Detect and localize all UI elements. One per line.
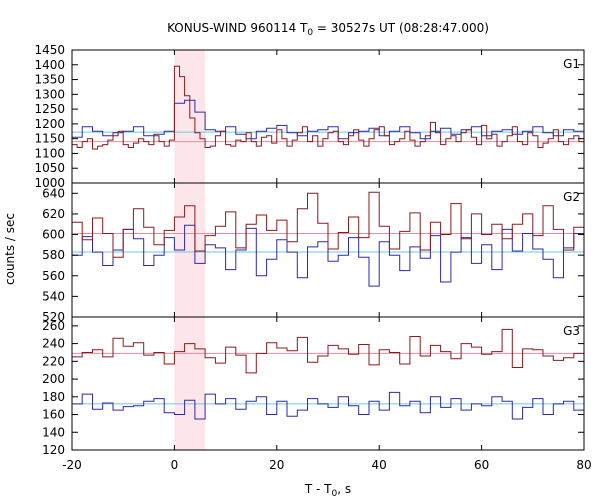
x-axis-label: T - T0, s [304, 482, 351, 499]
x-axis-label-subscript: 0 [332, 489, 338, 499]
y-tick-label: 120 [42, 443, 65, 457]
panel-g3 [72, 328, 584, 420]
chart-title-rest: = 30527s UT (08:28:47.000) [313, 21, 489, 35]
series-red-g3 [72, 328, 584, 374]
series-blue-g2 [72, 224, 584, 287]
y-tick-label: 1300 [34, 87, 65, 101]
y-tick-label: 540 [42, 289, 65, 303]
x-tick-label: 80 [576, 458, 591, 472]
panel-g2 [72, 191, 584, 287]
y-tick-label: 1450 [34, 43, 65, 57]
y-tick-label: 600 [42, 228, 65, 242]
chart-title: KONUS-WIND 960114 T0 = 30527s UT (08:28:… [167, 21, 489, 38]
y-tick-label: 240 [42, 337, 65, 351]
y-tick-label: 140 [42, 425, 65, 439]
y-tick-label: 620 [42, 207, 65, 221]
y-tick-label: 160 [42, 408, 65, 422]
x-tick-label: 60 [474, 458, 489, 472]
y-tick-label: 260 [42, 319, 65, 333]
panel-frame-g1 [71, 49, 585, 184]
series-red-g1 [72, 65, 584, 150]
y-tick-label: 200 [42, 372, 65, 386]
axes-layer: 1000105011001150120012501300135014001450… [34, 43, 591, 472]
panel-frame-g3 [71, 316, 585, 451]
y-tick-label: 220 [42, 354, 65, 368]
x-tick-label: 40 [372, 458, 387, 472]
y-tick-label: 1350 [34, 73, 65, 87]
x-axis-label-main: T - T [304, 482, 332, 496]
x-tick-label: 0 [171, 458, 179, 472]
y-tick-label: 1200 [34, 117, 65, 131]
y-tick-label: 560 [42, 269, 65, 283]
y-tick-label: 1000 [34, 176, 65, 190]
y-tick-label: 1150 [34, 132, 65, 146]
chart-title-main: KONUS-WIND 960114 T [167, 21, 308, 35]
x-tick-label: -20 [62, 458, 82, 472]
chart-title-subscript: 0 [307, 28, 313, 38]
y-tick-label: 1050 [34, 161, 65, 175]
y-tick-label: 1250 [34, 102, 65, 116]
y-tick-label: 1400 [34, 58, 65, 72]
y-tick-label: 640 [42, 186, 65, 200]
panel-g1 [72, 65, 584, 150]
panels-layer [72, 65, 584, 420]
y-tick-label: 580 [42, 248, 65, 262]
y-axis-label: counts / sec [3, 213, 17, 285]
series-red-g2 [72, 191, 584, 258]
y-tick-label: 520 [42, 310, 65, 324]
y-tick-label: 180 [42, 390, 65, 404]
x-axis-label-rest: , s [337, 482, 351, 496]
series-blue-g1 [72, 99, 584, 140]
x-tick-label: 20 [269, 458, 284, 472]
panel-label: G2 [563, 190, 580, 204]
series-blue-g3 [72, 391, 584, 420]
y-tick-label: 1100 [34, 146, 65, 160]
panel-label: G1 [563, 57, 580, 71]
panel-label: G3 [563, 324, 580, 338]
